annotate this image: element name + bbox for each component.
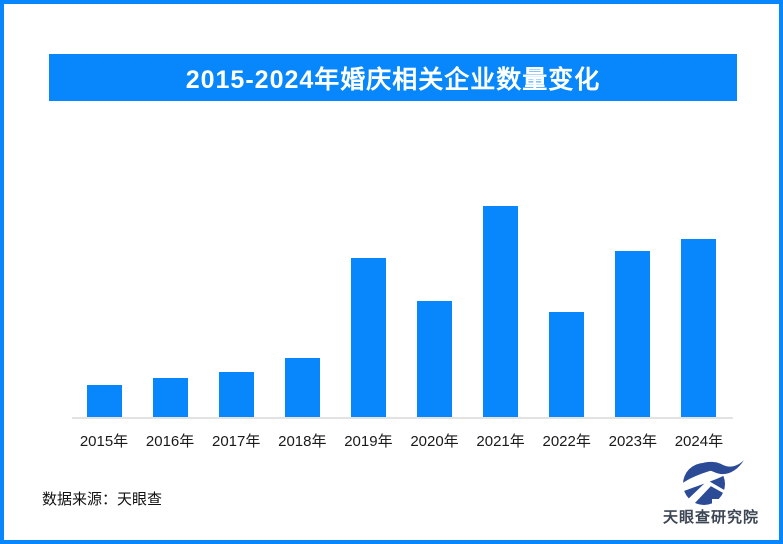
tianyancha-logo-text: 天眼查研究院: [662, 509, 759, 526]
x-axis-label-2022: 2022年: [542, 433, 591, 450]
chart-title: 2015-2024年婚庆相关企业数量变化: [185, 65, 601, 94]
x-axis-label-2023: 2023年: [608, 433, 657, 450]
x-axis-label-2015: 2015年: [79, 433, 129, 450]
tianyancha-logo: 天眼查研究院: [656, 459, 766, 527]
x-axis-label-2019: 2019年: [344, 433, 393, 450]
bar-2018: [284, 358, 320, 417]
bar-2023: [615, 251, 651, 417]
x-axis-labels: 2015年 2016年 2017年 2018年 2019年 2020年 2021年 2022年…: [72, 430, 733, 450]
tianyancha-logo-icon: [679, 460, 744, 505]
x-axis-line: [72, 417, 733, 419]
bar-2016: [152, 378, 188, 417]
bar-2017: [218, 372, 254, 417]
x-axis-label-2017: 2017年: [212, 433, 261, 450]
bar-2021: [483, 206, 519, 417]
bar-2020: [417, 301, 452, 417]
x-axis-label-2016: 2016年: [145, 433, 195, 450]
bar-2024: [681, 239, 717, 417]
chart-title-banner: 2015-2024年婚庆相关企业数量变化: [49, 54, 737, 101]
x-axis-label-2024: 2024年: [674, 433, 724, 450]
x-axis-label-2018: 2018年: [278, 433, 327, 450]
x-axis-label-2021: 2021年: [476, 433, 525, 450]
data-source-note: 数据来源：天眼查: [42, 491, 163, 508]
bar-2019: [350, 258, 386, 417]
x-axis-label-2020: 2020年: [410, 433, 459, 450]
plot-area: [72, 179, 733, 417]
bar-chart: 2015年 2016年 2017年 2018年 2019年 2020年 2021年 2022年…: [4, 4, 779, 540]
bar-2015: [86, 385, 122, 417]
bar-2022: [549, 312, 585, 417]
